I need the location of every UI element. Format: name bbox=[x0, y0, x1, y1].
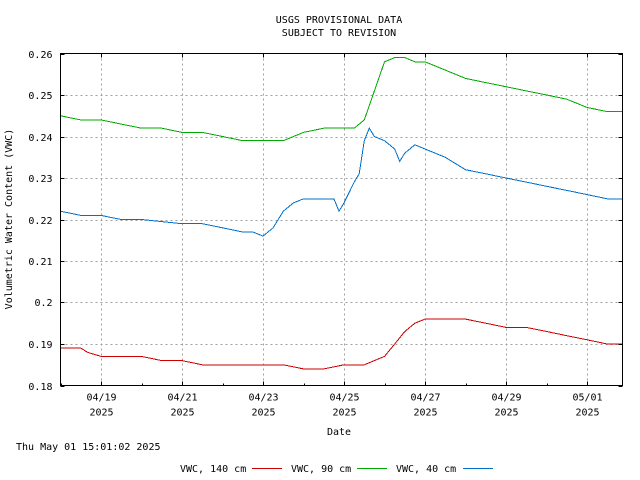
series-line-2 bbox=[60, 127, 623, 237]
legend: VWC, 140 cm VWC, 90 cm VWC, 40 cm bbox=[180, 464, 493, 475]
x-tick-year: 2025 bbox=[575, 408, 599, 419]
x-tick-year: 2025 bbox=[251, 408, 275, 419]
chart-title: USGS PROVISIONAL DATA bbox=[276, 15, 402, 26]
y-tick-label: 0.19 bbox=[28, 340, 52, 351]
plot-frame bbox=[60, 53, 623, 386]
chart-subtitle: SUBJECT TO REVISION bbox=[282, 28, 396, 39]
y-tick-label: 0.21 bbox=[28, 257, 52, 268]
x-tick-label: 04/27 bbox=[410, 393, 440, 404]
y-axis-label: Volumetric Water Content (VWC) bbox=[4, 129, 15, 310]
y-tick-label: 0.25 bbox=[28, 91, 52, 102]
y-tick-label: 0.18 bbox=[28, 382, 52, 393]
x-tick-year: 2025 bbox=[494, 408, 518, 419]
x-tick-labels: 04/19 2025 04/21 2025 04/23 2025 04/25 2025 04/2… bbox=[61, 53, 603, 419]
series-lines bbox=[60, 57, 623, 370]
x-axis-label: Date bbox=[327, 427, 351, 438]
x-tick-label: 04/19 bbox=[86, 393, 116, 404]
y-tick-label: 0.22 bbox=[28, 216, 52, 227]
series-line-1 bbox=[60, 57, 623, 142]
x-tick-label: 04/25 bbox=[329, 393, 359, 404]
grid bbox=[60, 53, 623, 386]
legend-label-40cm: VWC, 40 cm bbox=[396, 464, 456, 475]
x-tick-label: 05/01 bbox=[572, 393, 602, 404]
legend-label-140cm: VWC, 140 cm bbox=[180, 464, 246, 475]
x-tick-year: 2025 bbox=[413, 408, 437, 419]
x-tick-label: 04/23 bbox=[248, 393, 278, 404]
y-tick-labels: 0.18 0.19 0.2 0.21 0.22 0.23 0.24 0.25 0.26 bbox=[28, 50, 623, 393]
x-tick-label: 04/21 bbox=[167, 393, 197, 404]
x-tick-label: 04/29 bbox=[491, 393, 521, 404]
x-tick-year: 2025 bbox=[170, 408, 194, 419]
y-tick-label: 0.24 bbox=[28, 133, 52, 144]
series-line-0 bbox=[60, 318, 623, 370]
timestamp: Thu May 01 15:01:02 2025 bbox=[16, 442, 161, 453]
x-tick-year: 2025 bbox=[332, 408, 356, 419]
x-tick-year: 2025 bbox=[89, 408, 113, 419]
y-tick-label: 0.26 bbox=[28, 50, 52, 61]
y-tick-label: 0.23 bbox=[28, 174, 52, 185]
legend-label-90cm: VWC, 90 cm bbox=[291, 464, 351, 475]
y-tick-label: 0.2 bbox=[34, 298, 52, 309]
